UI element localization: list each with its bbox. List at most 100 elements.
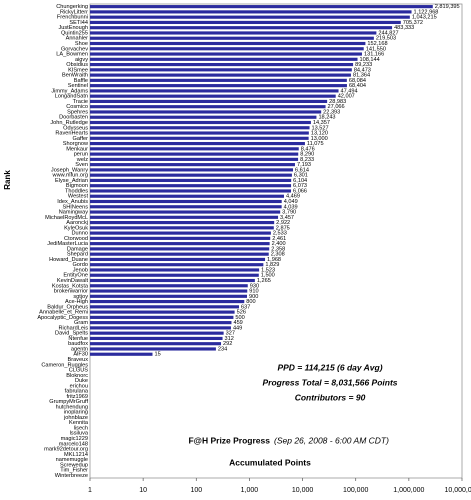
y-tick-label: aigvy xyxy=(75,57,88,63)
value-label: 6,066 xyxy=(293,188,307,194)
x-axis-label: Accumulated Points xyxy=(229,457,311,467)
y-tick-label: erichou xyxy=(70,383,88,389)
value-label: 152,168 xyxy=(367,41,387,47)
value-label: 1,122,968 xyxy=(414,9,439,15)
bar xyxy=(90,205,282,209)
value-label: 900 xyxy=(249,294,258,300)
bar xyxy=(90,105,326,109)
bar xyxy=(90,252,269,256)
y-tick-label: Quintin255 xyxy=(61,30,88,36)
bar xyxy=(90,126,310,130)
value-label: 22,393 xyxy=(323,109,340,115)
x-tick-label: 10,000,000 xyxy=(444,487,471,494)
bar xyxy=(90,326,231,330)
y-tick-label: MKL1214 xyxy=(64,452,88,458)
y-tick-label: Damage xyxy=(67,246,88,252)
value-label: 15 xyxy=(155,352,161,358)
x-tick-label: 10,000 xyxy=(292,487,314,494)
value-label: 1,523 xyxy=(261,267,275,273)
bar xyxy=(90,315,234,319)
value-label: 910 xyxy=(249,289,258,295)
value-label: 500 xyxy=(235,315,244,321)
value-label: 327 xyxy=(226,331,235,337)
value-label: 11,075 xyxy=(307,141,324,147)
value-label: 4,469 xyxy=(286,194,300,200)
y-tick-label: MichaelRoydMcL xyxy=(45,215,88,221)
y-tick-label: Bloknorc xyxy=(66,373,88,379)
y-tick-label: RichardLeis xyxy=(58,325,88,331)
y-tick-label: KyleOsuk xyxy=(64,225,88,231)
y-tick-label: sgtjoy xyxy=(73,294,88,300)
x-tick-label: 100 xyxy=(190,487,202,494)
y-tick-label: Sven xyxy=(75,162,88,168)
bar xyxy=(90,73,351,77)
value-label: 81,364 xyxy=(353,73,370,79)
bar xyxy=(90,47,364,51)
y-tick-label: KevinDawalt xyxy=(57,278,89,284)
y-tick-label: Namingway xyxy=(59,210,88,216)
y-tick-label: Sentinel xyxy=(68,83,88,89)
bar xyxy=(90,5,433,9)
y-tick-label: Spehres xyxy=(67,109,88,115)
chart-subtitle: (Sep 26, 2008 - 6:00 AM CDT) xyxy=(274,435,389,445)
y-tick-label: brokenwarrior xyxy=(54,289,88,295)
bar xyxy=(90,236,271,240)
bar xyxy=(90,278,255,283)
value-label: 483,333 xyxy=(394,25,414,31)
bar xyxy=(90,131,309,135)
bar xyxy=(90,199,282,204)
value-label: 526 xyxy=(237,310,246,316)
y-tick-label: Baffle xyxy=(74,78,88,84)
y-tick-label: Westest xyxy=(68,194,89,200)
bar xyxy=(90,115,317,119)
y-tick-label: Doorbasten xyxy=(59,115,88,121)
bar xyxy=(90,141,305,146)
y-tick-label: Menkaur xyxy=(66,146,88,152)
bar xyxy=(90,336,223,341)
y-tick-label: marcelo148 xyxy=(59,441,88,447)
y-tick-label: hutchendung xyxy=(56,404,88,410)
bar xyxy=(90,242,270,246)
bar xyxy=(90,184,292,188)
value-label: 1,968 xyxy=(267,257,281,263)
value-label: 68,084 xyxy=(349,78,366,84)
bar xyxy=(90,289,248,293)
y-tick-label: Aaronckj xyxy=(66,220,88,226)
value-label: 84,473 xyxy=(354,67,371,73)
y-tick-label: Jimmy_Adams xyxy=(51,88,88,94)
bar xyxy=(90,15,410,19)
bar xyxy=(90,99,328,104)
value-label: 28,983 xyxy=(329,99,346,105)
value-label: 108,144 xyxy=(360,57,380,63)
bar xyxy=(90,57,358,61)
y-tick-label: mark92detour.org xyxy=(44,447,88,453)
value-label: 459 xyxy=(233,320,242,326)
value-label: 42,007 xyxy=(338,94,355,100)
y-tick-label: Idex_Anubis xyxy=(57,199,88,205)
bar xyxy=(90,163,295,167)
y-tick-label: Ntenfue xyxy=(68,336,88,342)
value-label: 89,233 xyxy=(355,62,372,68)
bar xyxy=(90,310,235,314)
bar xyxy=(90,136,309,140)
value-label: 2,400 xyxy=(272,241,286,247)
value-label: 14,357 xyxy=(313,120,330,126)
y-tick-label: Annahler xyxy=(66,36,89,42)
y-tick-label: David_Spelts xyxy=(55,331,88,337)
y-tick-label: RavenHearts xyxy=(55,131,88,137)
bar xyxy=(90,220,275,225)
bar xyxy=(90,31,377,35)
value-label: 8,476 xyxy=(301,146,315,152)
value-label: 2,819,395 xyxy=(435,4,460,10)
y-tick-label: Howard_Duane xyxy=(49,257,88,263)
value-label: 18,243 xyxy=(318,115,335,121)
value-label: 800 xyxy=(246,299,255,305)
y-tick-label: Ctorwood xyxy=(64,236,88,242)
value-label: 13,120 xyxy=(311,131,328,137)
y-tick-label: CLGUS xyxy=(69,368,89,374)
bar xyxy=(90,299,245,304)
bar xyxy=(90,321,232,325)
y-tick-label: namemuggle xyxy=(56,457,88,463)
y-tick-label: Screwedup xyxy=(60,462,88,468)
bar xyxy=(90,120,311,125)
